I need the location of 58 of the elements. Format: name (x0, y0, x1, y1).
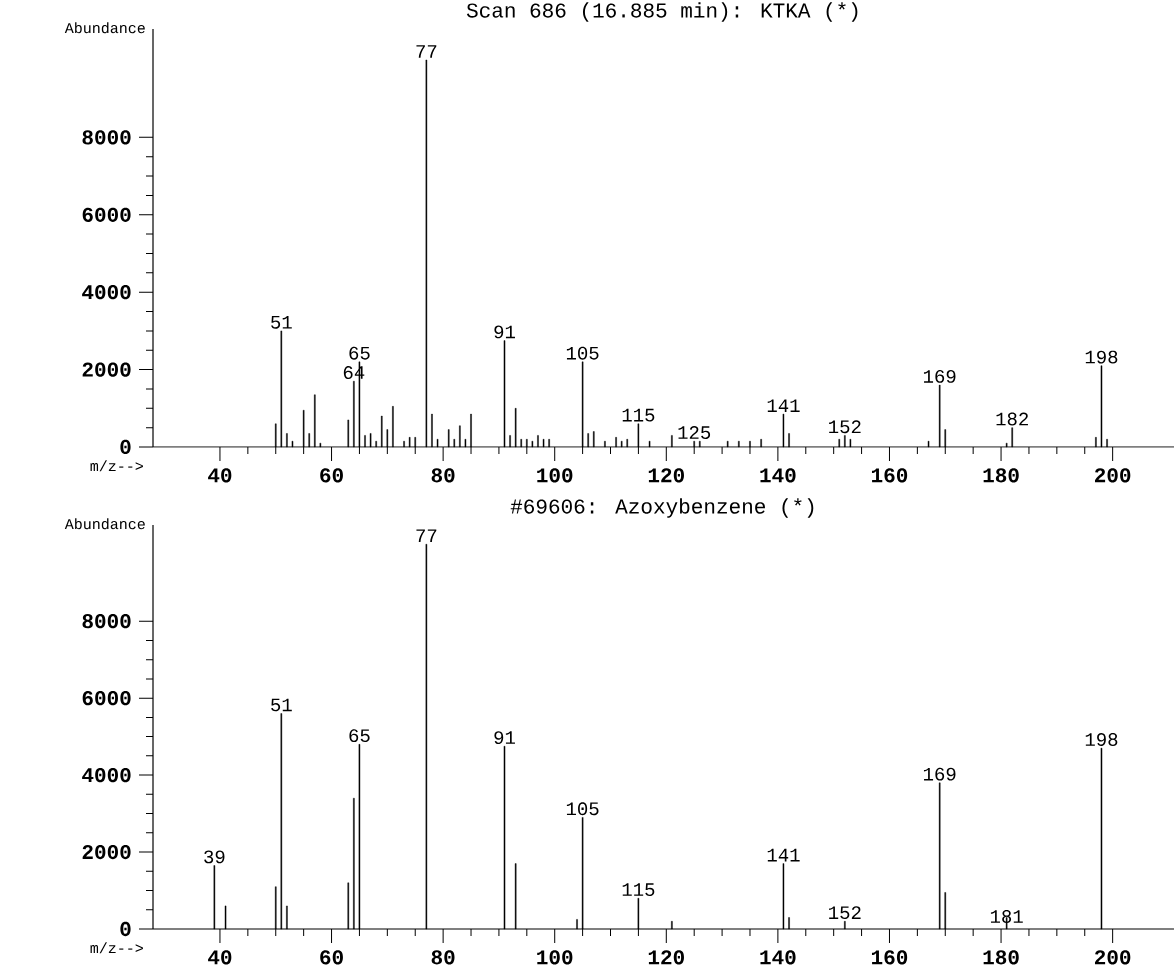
x-tick-label: 140 (760, 468, 796, 483)
x-tick-label: 40 (208, 950, 232, 965)
x-tick-label: 80 (431, 468, 455, 483)
x-tick-label: 100 (537, 468, 573, 483)
annotation: 65 (349, 346, 370, 360)
annotation: 125 (678, 426, 711, 439)
x-axis-title: m/z--> (90, 460, 143, 472)
annotation: 115 (622, 883, 655, 897)
x-tick-label: 200 (1094, 950, 1131, 965)
annotation: 77 (416, 45, 437, 58)
annotation: 105 (566, 802, 599, 816)
chart-title: Scan 686 (16.885 min): KTKA (*) (466, 2, 858, 22)
x-tick-label: 80 (431, 950, 455, 965)
y-tick-label: 8000 (82, 130, 131, 145)
annotation: 198 (1085, 350, 1118, 364)
y-axis-title: Abundance (64, 22, 145, 34)
y-tick-label: 0 (120, 439, 131, 455)
y-tick-label: 2000 (82, 362, 131, 377)
x-tick-label: 180 (983, 468, 1019, 483)
x-tick-label: 140 (760, 950, 796, 965)
annotation: 91 (494, 325, 515, 339)
y-tick-label: 0 (120, 921, 131, 937)
chart-title: #69606: Azoxybenzene (*) (510, 498, 814, 518)
annotation: 141 (767, 399, 800, 412)
y-axis-title: Abundance (64, 518, 145, 530)
x-axis-title: m/z--> (90, 942, 143, 954)
annotation: 91 (494, 731, 515, 745)
annotation: 152 (829, 906, 861, 920)
annotation: 141 (767, 848, 800, 862)
x-tick-label: 60 (320, 950, 343, 965)
annotation: 182 (996, 412, 1028, 426)
annotation: 39 (204, 850, 225, 864)
y-tick-label: 6000 (82, 691, 131, 706)
y-tick-label: 4000 (82, 767, 131, 783)
x-tick-label: 200 (1094, 468, 1131, 483)
y-tick-label: 8000 (82, 614, 131, 629)
x-tick-label: 60 (320, 468, 343, 483)
x-tick-label: 160 (871, 950, 908, 965)
x-tick-label: 160 (871, 468, 908, 483)
annotation: 105 (566, 346, 599, 360)
annotation: 77 (416, 529, 437, 543)
annotation: 152 (829, 420, 861, 434)
annotation: 181 (990, 910, 1023, 923)
annotation: 65 (349, 729, 370, 743)
annotation: 198 (1085, 733, 1118, 746)
y-tick-label: 4000 (82, 285, 131, 300)
x-tick-label: 180 (983, 950, 1019, 965)
annotation: 51 (271, 698, 292, 712)
x-tick-label: 120 (648, 950, 684, 965)
y-tick-label: 2000 (82, 844, 131, 860)
annotation: 51 (271, 315, 292, 329)
x-tick-label: 40 (208, 468, 232, 483)
annotation: 169 (923, 369, 956, 383)
y-tick-label: 6000 (82, 207, 131, 222)
annotation: 115 (622, 408, 655, 422)
x-tick-label: 100 (537, 950, 573, 965)
x-tick-label: 120 (648, 468, 684, 483)
annotation: 169 (923, 767, 956, 781)
